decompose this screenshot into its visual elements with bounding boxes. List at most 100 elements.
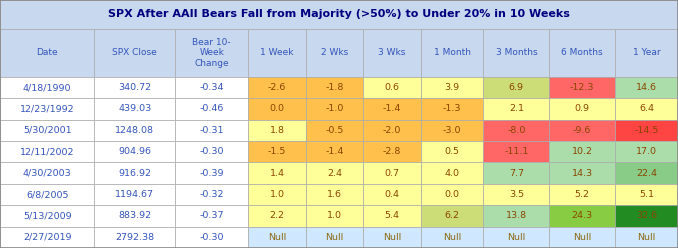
- Text: 904.96: 904.96: [118, 147, 151, 156]
- Text: 3.5: 3.5: [508, 190, 524, 199]
- Text: 439.03: 439.03: [118, 104, 151, 114]
- Bar: [420, 141, 483, 162]
- Text: Null: Null: [325, 233, 344, 242]
- Bar: [94, 98, 175, 120]
- Bar: [615, 29, 678, 77]
- Text: 4.0: 4.0: [445, 169, 460, 178]
- Bar: [549, 141, 615, 162]
- Bar: [306, 184, 363, 205]
- Bar: [94, 227, 175, 248]
- Bar: [549, 184, 615, 205]
- Bar: [0, 141, 94, 162]
- Bar: [615, 162, 678, 184]
- Bar: [549, 205, 615, 227]
- Bar: [363, 184, 420, 205]
- Text: 0.4: 0.4: [384, 190, 399, 199]
- Text: -0.30: -0.30: [199, 147, 224, 156]
- Text: 2.2: 2.2: [270, 211, 285, 220]
- Bar: [363, 98, 420, 120]
- Text: 5/30/2001: 5/30/2001: [23, 126, 72, 135]
- Bar: [420, 205, 483, 227]
- Text: 6 Months: 6 Months: [561, 48, 603, 57]
- Text: 1 Year: 1 Year: [633, 48, 660, 57]
- Text: 32.6: 32.6: [636, 211, 657, 220]
- Text: 2.4: 2.4: [327, 169, 342, 178]
- Bar: [94, 141, 175, 162]
- Text: 5.4: 5.4: [384, 211, 399, 220]
- Bar: [248, 77, 306, 98]
- Text: 916.92: 916.92: [118, 169, 151, 178]
- Text: 6.4: 6.4: [639, 104, 654, 114]
- Bar: [363, 162, 420, 184]
- Text: -0.39: -0.39: [199, 169, 224, 178]
- Bar: [483, 141, 549, 162]
- Text: -8.0: -8.0: [507, 126, 525, 135]
- Text: Date: Date: [37, 48, 58, 57]
- Text: -14.5: -14.5: [635, 126, 659, 135]
- Text: 2 Wks: 2 Wks: [321, 48, 348, 57]
- Text: 6.2: 6.2: [445, 211, 460, 220]
- Text: 0.9: 0.9: [575, 104, 590, 114]
- Bar: [248, 184, 306, 205]
- Bar: [363, 77, 420, 98]
- Bar: [0, 227, 94, 248]
- Bar: [615, 184, 678, 205]
- Bar: [363, 29, 420, 77]
- Text: -1.3: -1.3: [443, 104, 461, 114]
- Bar: [549, 227, 615, 248]
- Bar: [420, 184, 483, 205]
- Bar: [248, 29, 306, 77]
- Bar: [94, 162, 175, 184]
- Text: 7.7: 7.7: [509, 169, 524, 178]
- Text: -2.0: -2.0: [382, 126, 401, 135]
- Text: 1.6: 1.6: [327, 190, 342, 199]
- Bar: [0, 162, 94, 184]
- Bar: [483, 205, 549, 227]
- Text: -2.8: -2.8: [382, 147, 401, 156]
- Bar: [483, 98, 549, 120]
- Text: 3 Months: 3 Months: [496, 48, 537, 57]
- Bar: [248, 141, 306, 162]
- Text: 1.4: 1.4: [270, 169, 285, 178]
- Text: 14.3: 14.3: [572, 169, 593, 178]
- Text: 6/8/2005: 6/8/2005: [26, 190, 68, 199]
- Bar: [175, 29, 248, 77]
- Text: -1.4: -1.4: [382, 104, 401, 114]
- Bar: [306, 120, 363, 141]
- Text: 12/23/1992: 12/23/1992: [20, 104, 75, 114]
- Text: 13.8: 13.8: [506, 211, 527, 220]
- Bar: [615, 141, 678, 162]
- Bar: [483, 29, 549, 77]
- Bar: [0, 205, 94, 227]
- Bar: [248, 162, 306, 184]
- Bar: [615, 98, 678, 120]
- Bar: [420, 98, 483, 120]
- Bar: [94, 120, 175, 141]
- Text: -1.8: -1.8: [325, 83, 344, 92]
- Text: 5/13/2009: 5/13/2009: [23, 211, 72, 220]
- Text: SPX After AAII Bears Fall from Majority (>50%) to Under 20% in 10 Weeks: SPX After AAII Bears Fall from Majority …: [108, 9, 570, 19]
- Text: 2792.38: 2792.38: [115, 233, 155, 242]
- Bar: [248, 98, 306, 120]
- Text: Null: Null: [443, 233, 461, 242]
- Bar: [175, 227, 248, 248]
- Bar: [615, 77, 678, 98]
- Text: 1194.67: 1194.67: [115, 190, 154, 199]
- Text: -1.4: -1.4: [325, 147, 344, 156]
- Bar: [175, 205, 248, 227]
- Text: Null: Null: [268, 233, 286, 242]
- Bar: [483, 227, 549, 248]
- Bar: [175, 120, 248, 141]
- Text: 12/11/2002: 12/11/2002: [20, 147, 75, 156]
- Bar: [615, 227, 678, 248]
- Bar: [94, 184, 175, 205]
- Bar: [363, 120, 420, 141]
- Bar: [0, 120, 94, 141]
- Bar: [175, 141, 248, 162]
- Bar: [306, 227, 363, 248]
- Bar: [420, 162, 483, 184]
- Bar: [175, 162, 248, 184]
- Text: 2/27/2019: 2/27/2019: [23, 233, 71, 242]
- Text: 4/30/2003: 4/30/2003: [23, 169, 72, 178]
- Text: 1 Week: 1 Week: [260, 48, 294, 57]
